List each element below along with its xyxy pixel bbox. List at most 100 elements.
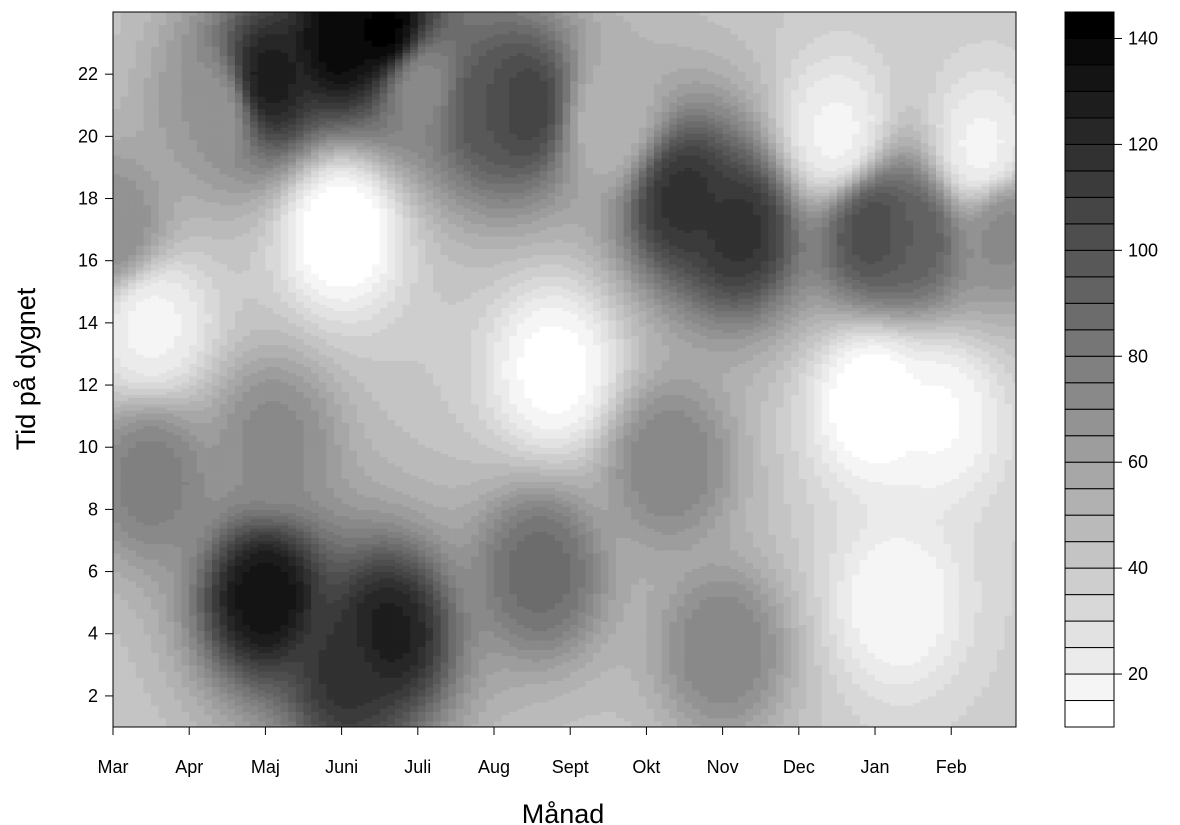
contour-cell [151,251,160,256]
contour-cell [135,282,145,287]
contour-cell [151,534,160,538]
contour-cell [196,674,206,678]
contour-cell [120,161,129,165]
contour-cell [158,357,167,361]
contour-cell [196,207,206,212]
contour-cell [128,462,137,467]
contour-cell [181,263,190,268]
contour-cell [166,170,175,175]
contour-cell [128,524,137,529]
contour-cell [196,24,206,29]
contour-cell [143,496,152,501]
contour-cell [196,546,206,551]
contour-cell [158,220,167,224]
contour-cell [143,195,152,200]
contour-cell [189,64,198,69]
contour-cell [128,127,137,131]
contour-cell [189,599,198,604]
contour-cell [158,655,167,660]
contour-cell [143,344,152,349]
contour-cell [151,67,160,72]
contour-cell [143,702,152,706]
contour-cell [135,357,145,361]
contour-cell [181,720,190,725]
contour-cell [181,602,190,607]
contour-cell [135,173,145,178]
contour-cell [181,86,190,91]
contour-cell [189,584,198,588]
contour-cell [173,257,183,262]
contour-cell [181,18,190,22]
contour-cell [158,18,167,22]
contour-cell [181,450,190,455]
contour-cell [135,431,145,436]
contour-cell [151,468,160,473]
contour-cell [173,686,183,691]
contour-cell [151,493,160,498]
contour-cell [151,145,160,150]
contour-cell [158,571,167,576]
contour-cell [166,518,175,523]
contour-cell [166,139,175,144]
contour-cell [166,649,175,653]
contour-cell [113,500,122,504]
contour-cell [181,148,190,153]
contour-cell [196,316,206,321]
contour-cell [135,77,145,81]
contour-cell [135,503,145,507]
contour-cell [135,587,145,591]
contour-cell [113,646,122,650]
contour-cell [158,74,167,78]
contour-cell [143,123,152,128]
contour-cell [151,608,160,613]
contour-cell [158,263,167,268]
contour-cell [113,434,122,439]
contour-cell [196,630,206,635]
contour-cell [189,214,198,218]
contour-cell [158,89,167,94]
contour-cell [189,478,198,483]
contour-cell [196,350,206,355]
contour-cell [158,111,167,116]
contour-cell [166,80,175,85]
contour-cell [135,86,145,91]
contour-cell [173,385,183,389]
contour-cell [158,441,167,445]
contour-cell [181,276,190,280]
contour-cell [196,192,206,197]
contour-cell [113,301,122,305]
contour-cell [143,431,152,436]
contour-cell [113,375,122,380]
contour-cell [189,86,198,91]
contour-cell [173,500,183,504]
contour-cell [173,139,183,144]
contour-cell [113,425,122,430]
contour-cell [135,677,145,681]
contour-cell [113,391,122,395]
contour-cell [173,251,183,256]
contour-cell [128,158,137,162]
contour-cell [166,521,175,526]
contour-cell [143,580,152,585]
contour-cell [143,652,152,657]
contour-cell [181,357,190,361]
contour-cell [166,179,175,184]
contour-cell [196,251,206,256]
contour-cell [135,689,145,694]
contour-cell [158,266,167,271]
contour-cell [166,580,175,585]
contour-cell [189,204,198,209]
contour-cell [128,717,137,722]
contour-cell [173,689,183,694]
contour-cell [143,459,152,464]
contour-cell [181,226,190,231]
contour-cell [166,515,175,520]
contour-cell [143,242,152,246]
contour-cell [173,447,183,451]
contour-cell [158,416,167,420]
contour-cell [189,176,198,181]
contour-cell [204,708,213,713]
contour-cell [196,142,206,147]
contour-cell [120,453,129,458]
contour-cell [173,562,183,566]
